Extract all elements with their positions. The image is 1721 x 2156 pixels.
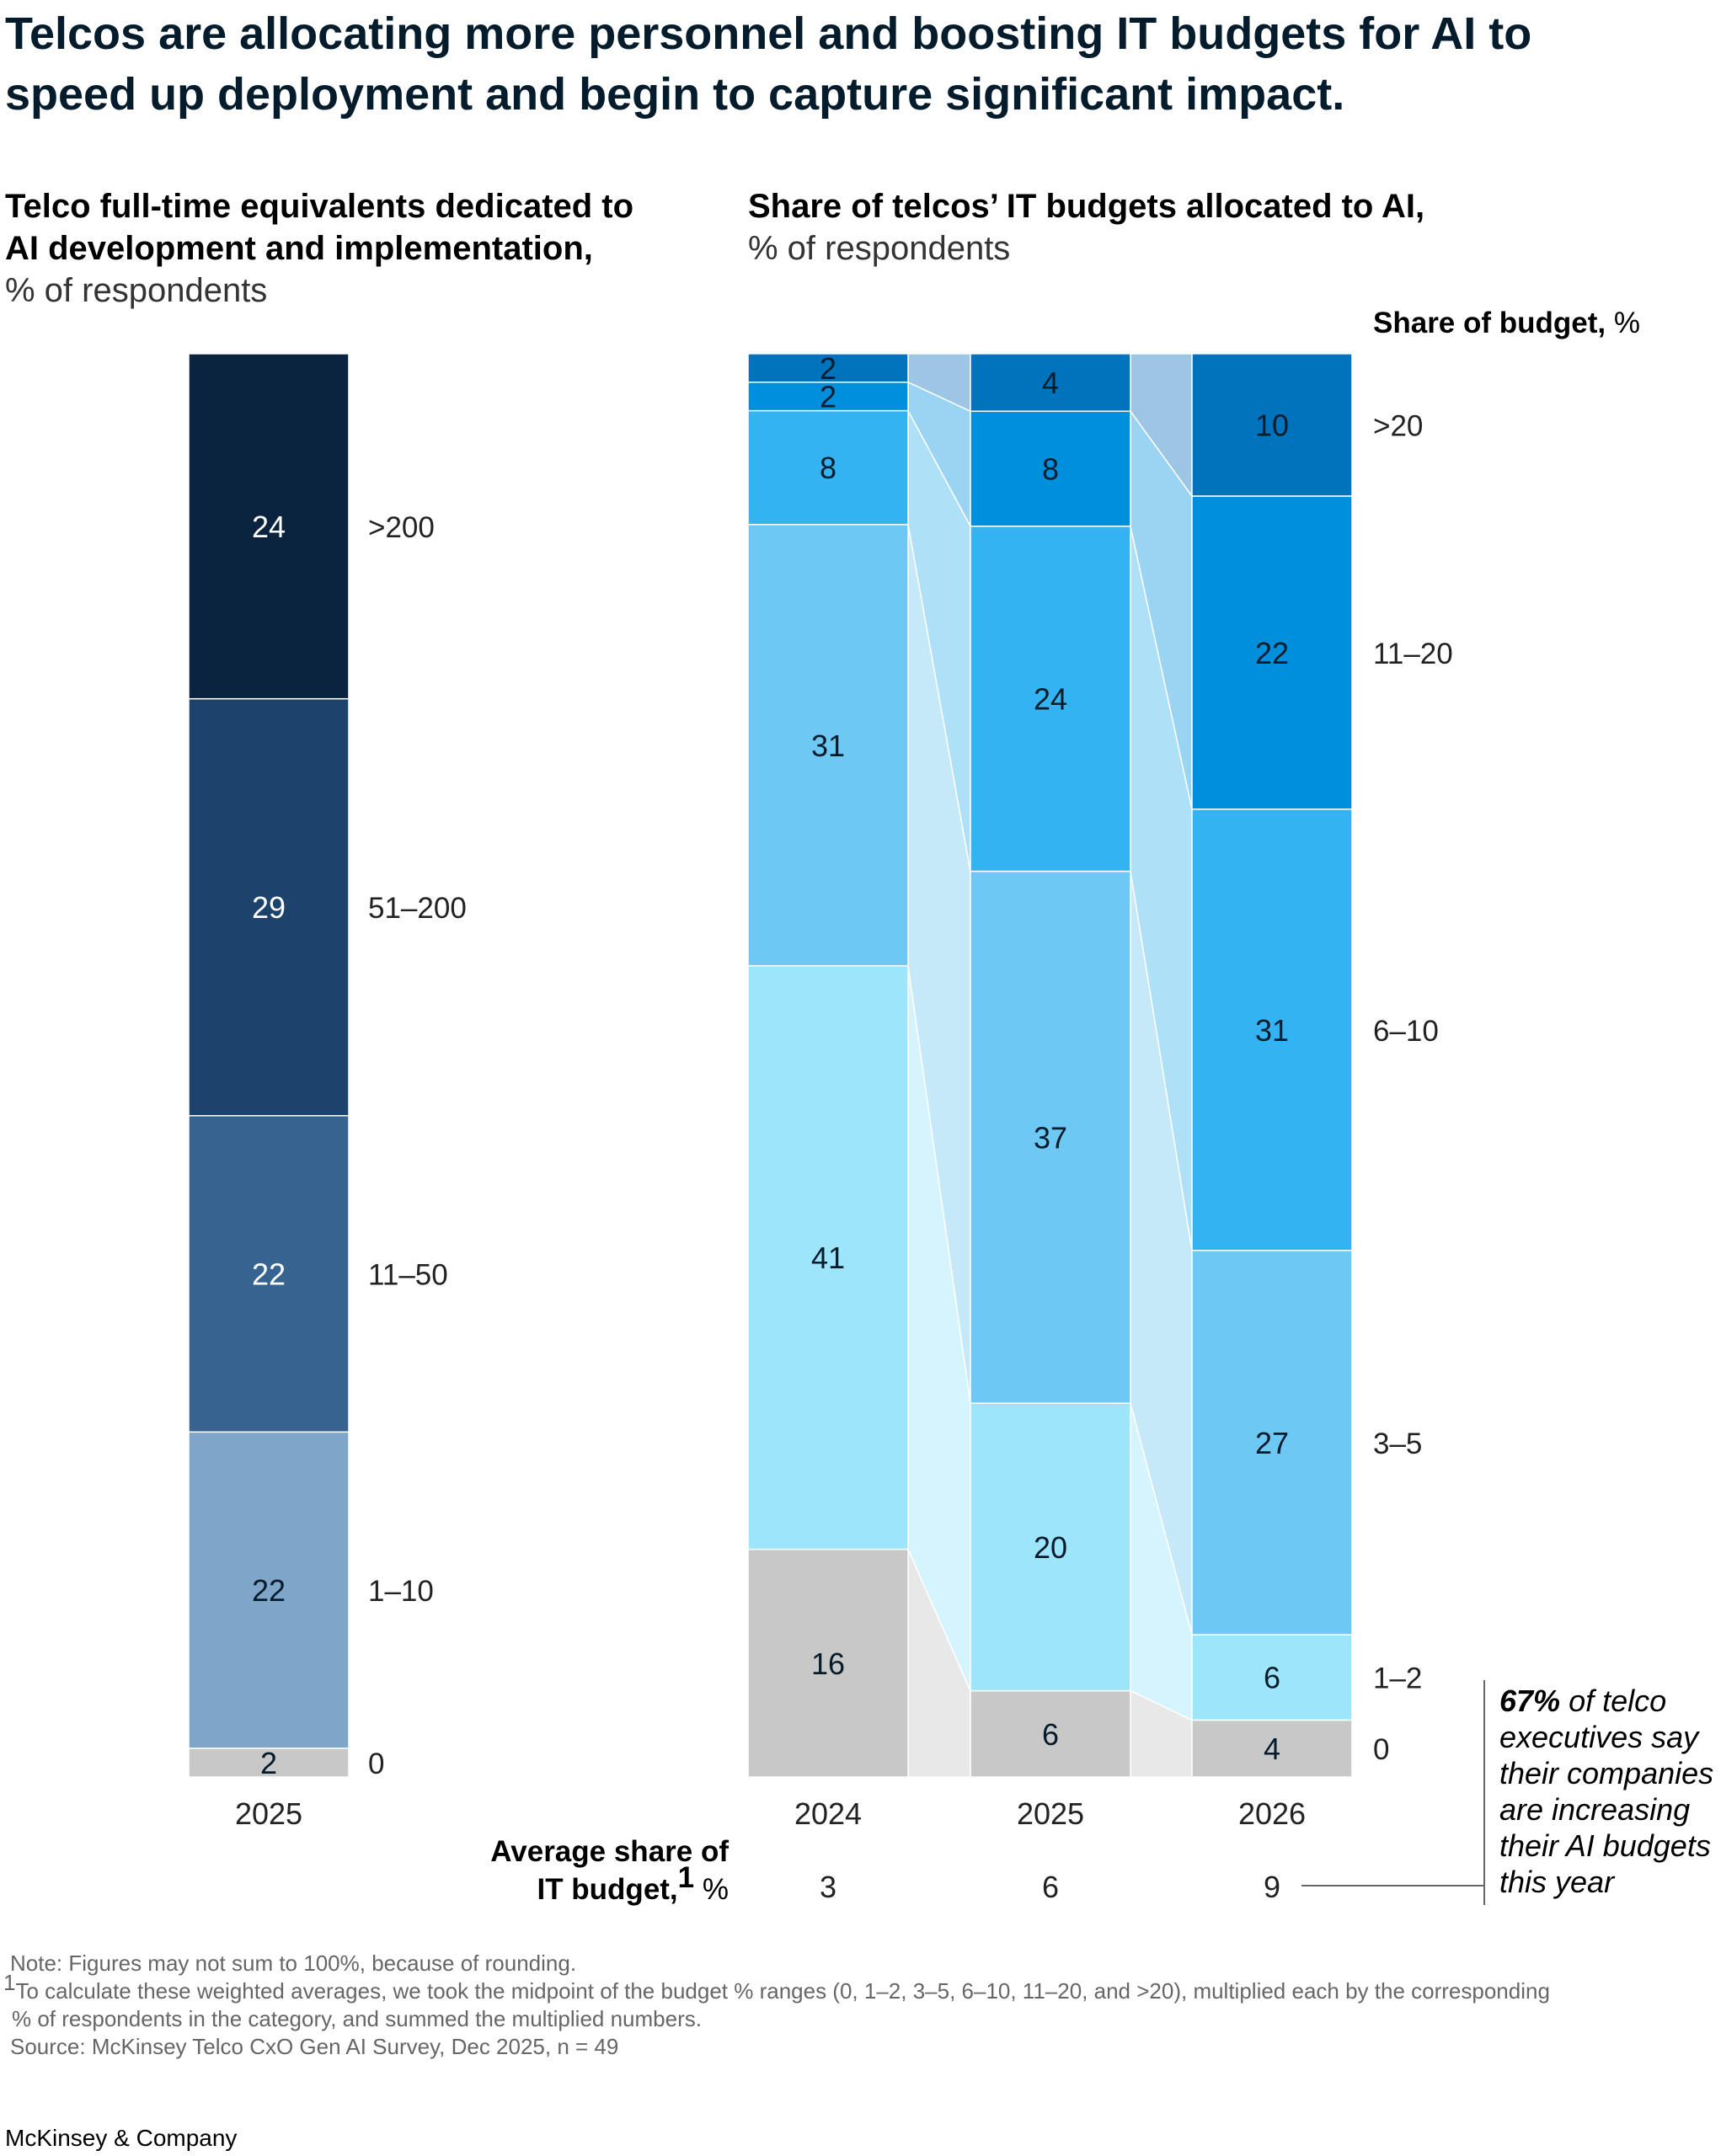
average-value-2024: 3	[820, 1870, 836, 1904]
budget-category-label-3-5: 3–5	[1373, 1428, 1422, 1460]
fte-chart-title-line-2: AI development and implementation,	[5, 230, 593, 267]
fte-value-label-11-50: 22	[252, 1257, 286, 1292]
budget-value-label-2024-6-10: 8	[820, 451, 836, 485]
callout-line-5: their AI budgets	[1499, 1828, 1711, 1863]
callout-line-2: executives say	[1499, 1720, 1700, 1754]
budget-value-label-2024-11-20: 2	[820, 380, 836, 414]
fte-value-label-1-10: 22	[252, 1573, 286, 1608]
budget-bar-2026-3-5	[1191, 1249, 1353, 1636]
note-source: Source: McKinsey Telco CxO Gen AI Survey…	[10, 2034, 618, 2059]
budget-flow-ribbons	[907, 353, 1193, 1778]
budget-bar-2024-6-10	[747, 409, 909, 526]
budget-bar-2025-3-5	[970, 870, 1131, 1404]
budget-chart-title: Share of telcos’ IT budgets allocated to…	[748, 188, 1424, 225]
budget-chart-unit: % of respondents	[748, 230, 1010, 267]
fte-category-label-0: 0	[368, 1748, 384, 1780]
budget-bar-2025-11-20	[970, 410, 1131, 527]
budget-bar-2026-11-20	[1191, 495, 1353, 810]
budget-value-label-2025-20: 4	[1042, 366, 1059, 400]
budget-bar-2026-20	[1191, 353, 1353, 497]
budget-value-label-2024-3-5: 31	[811, 728, 845, 763]
chart-title-line-2: speed up deployment and begin to capture…	[5, 69, 1344, 120]
budget-bar-2024-3-5	[747, 524, 909, 967]
brand-logo: McKinsey & Company	[5, 2125, 237, 2151]
note-footnote-1-cont: % of respondents in the category, and su…	[12, 2006, 702, 2031]
chart-title-line-1: Telcos are allocating more personnel and…	[5, 8, 1531, 59]
fte-axis-label-2025: 2025	[235, 1796, 302, 1831]
budget-bar-2025-0	[970, 1689, 1131, 1778]
fte-value-label-0: 2	[260, 1746, 277, 1780]
budget-bar-2026-6-10	[1191, 808, 1353, 1251]
budget-bar-2026-1-2	[1191, 1634, 1353, 1721]
budget-axis-label-2025: 2025	[1017, 1796, 1084, 1831]
fte-bar-segment-1-10	[188, 1431, 350, 1749]
budget-value-label-2026-11-20: 22	[1255, 636, 1289, 670]
average-value-2025: 6	[1042, 1870, 1059, 1904]
fte-category-label-1-10: 1–10	[368, 1575, 434, 1608]
budget-bar-2024-20	[747, 353, 909, 383]
budget-value-label-2025-11-20: 8	[1042, 452, 1059, 487]
fte-value-label-51-200: 29	[252, 890, 286, 925]
fte-bar-segment-200	[188, 353, 350, 700]
budget-axis-label-2026: 2026	[1238, 1796, 1306, 1831]
budget-bar-2026-0	[1191, 1719, 1353, 1778]
callout-line-4: are increasing	[1499, 1792, 1690, 1827]
fte-bar-segment-11-50	[188, 1114, 350, 1433]
budget-bar-2025-20	[970, 353, 1131, 413]
fte-bar-segment-0	[188, 1748, 350, 1778]
fte-chart-unit: % of respondents	[5, 272, 267, 309]
budget-value-label-2026-3-5: 27	[1255, 1426, 1289, 1460]
budget-category-label-1-2: 1–2	[1373, 1662, 1422, 1695]
budget-value-label-2024-20: 2	[820, 351, 836, 386]
budget-value-label-2025-3-5: 37	[1034, 1120, 1067, 1155]
budget-bar-2025-6-10	[970, 526, 1131, 873]
fte-category-label-51-200: 51–200	[368, 892, 467, 925]
fte-category-label-11-50: 11–50	[368, 1259, 448, 1292]
budget-bar-2025-1-2	[970, 1402, 1131, 1692]
fte-value-label-200: 24	[252, 510, 286, 544]
average-label-line-1: Average share of	[490, 1835, 729, 1868]
budget-value-label-2026-20: 10	[1255, 408, 1289, 443]
budget-value-label-2024-1-2: 41	[811, 1241, 845, 1275]
fte-category-label-200: >200	[368, 511, 435, 544]
budget-value-label-2026-1-2: 6	[1264, 1661, 1280, 1695]
budget-bar-2024-0	[747, 1548, 909, 1778]
average-label-line-2: IT budget,1 %	[537, 1861, 729, 1906]
budget-value-label-2025-0: 6	[1042, 1717, 1059, 1752]
budget-bar-2024-1-2	[747, 964, 909, 1550]
callout-line-3: their companies	[1499, 1756, 1713, 1790]
budget-legend-title: Share of budget, %	[1373, 307, 1640, 339]
note-rounding: Note: Figures may not sum to 100%, becau…	[10, 1951, 576, 1976]
budget-value-label-2025-6-10: 24	[1034, 682, 1067, 717]
chart-bars	[188, 353, 1353, 1778]
budget-value-label-2025-1-2: 20	[1034, 1530, 1067, 1565]
callout-line-6: this year	[1499, 1865, 1616, 1899]
budget-category-label-0: 0	[1373, 1733, 1389, 1766]
fte-chart-title-line-1: Telco full-time equivalents dedicated to	[5, 188, 633, 225]
budget-category-label-6-10: 6–10	[1373, 1015, 1439, 1048]
average-value-2026: 9	[1264, 1870, 1280, 1904]
budget-category-label-11-20: 11–20	[1373, 638, 1453, 670]
budget-value-label-2026-0: 4	[1264, 1732, 1280, 1766]
fte-bar-segment-51-200	[188, 697, 350, 1117]
budget-value-label-2026-6-10: 31	[1255, 1013, 1289, 1048]
budget-value-label-2024-0: 16	[811, 1646, 845, 1681]
note-footnote-1: 1To calculate these weighted averages, w…	[3, 1970, 1550, 2004]
callout-line-1: 67% of telco	[1499, 1684, 1666, 1718]
budget-category-label-20: >20	[1373, 410, 1423, 443]
budget-axis-label-2024: 2024	[794, 1796, 862, 1831]
